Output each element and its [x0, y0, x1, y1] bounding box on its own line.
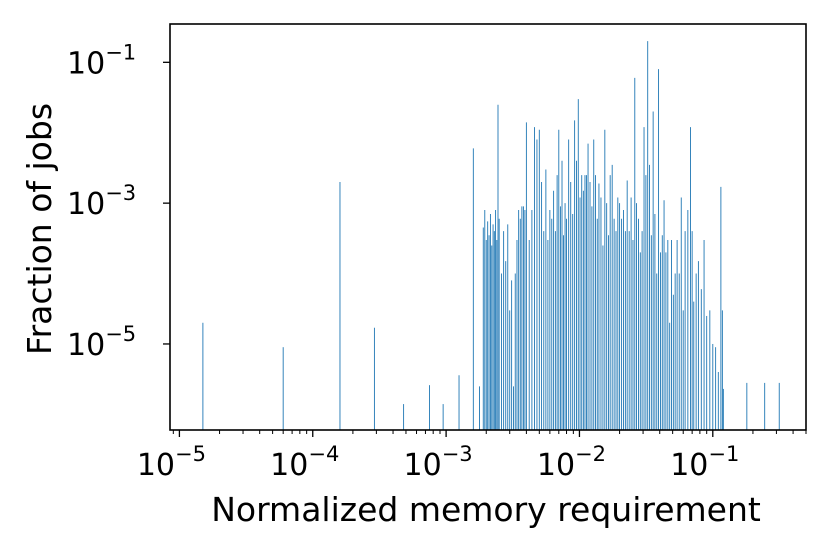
x-axis-label: Normalized memory requirement: [211, 490, 761, 529]
bar-series: [202, 41, 780, 430]
x-tick-label: 10−3: [404, 442, 473, 483]
x-tick-label: 10−1: [670, 442, 739, 483]
y-tick-label: 10−1: [67, 40, 136, 81]
x-tick-label: 10−4: [270, 442, 339, 483]
y-tick-label: 10−3: [67, 181, 136, 222]
x-tick-label: 10−5: [137, 442, 206, 483]
y-axis-ticks: 10−1 10−3 10−5: [67, 40, 170, 363]
x-axis-ticks: 10−5 10−4 10−3 10−2 10−1: [137, 430, 739, 483]
y-tick-label: 10−5: [67, 322, 136, 363]
x-tick-label: 10−2: [537, 442, 606, 483]
y-axis-label: Fraction of jobs: [20, 103, 59, 355]
plot-frame: [169, 23, 807, 431]
